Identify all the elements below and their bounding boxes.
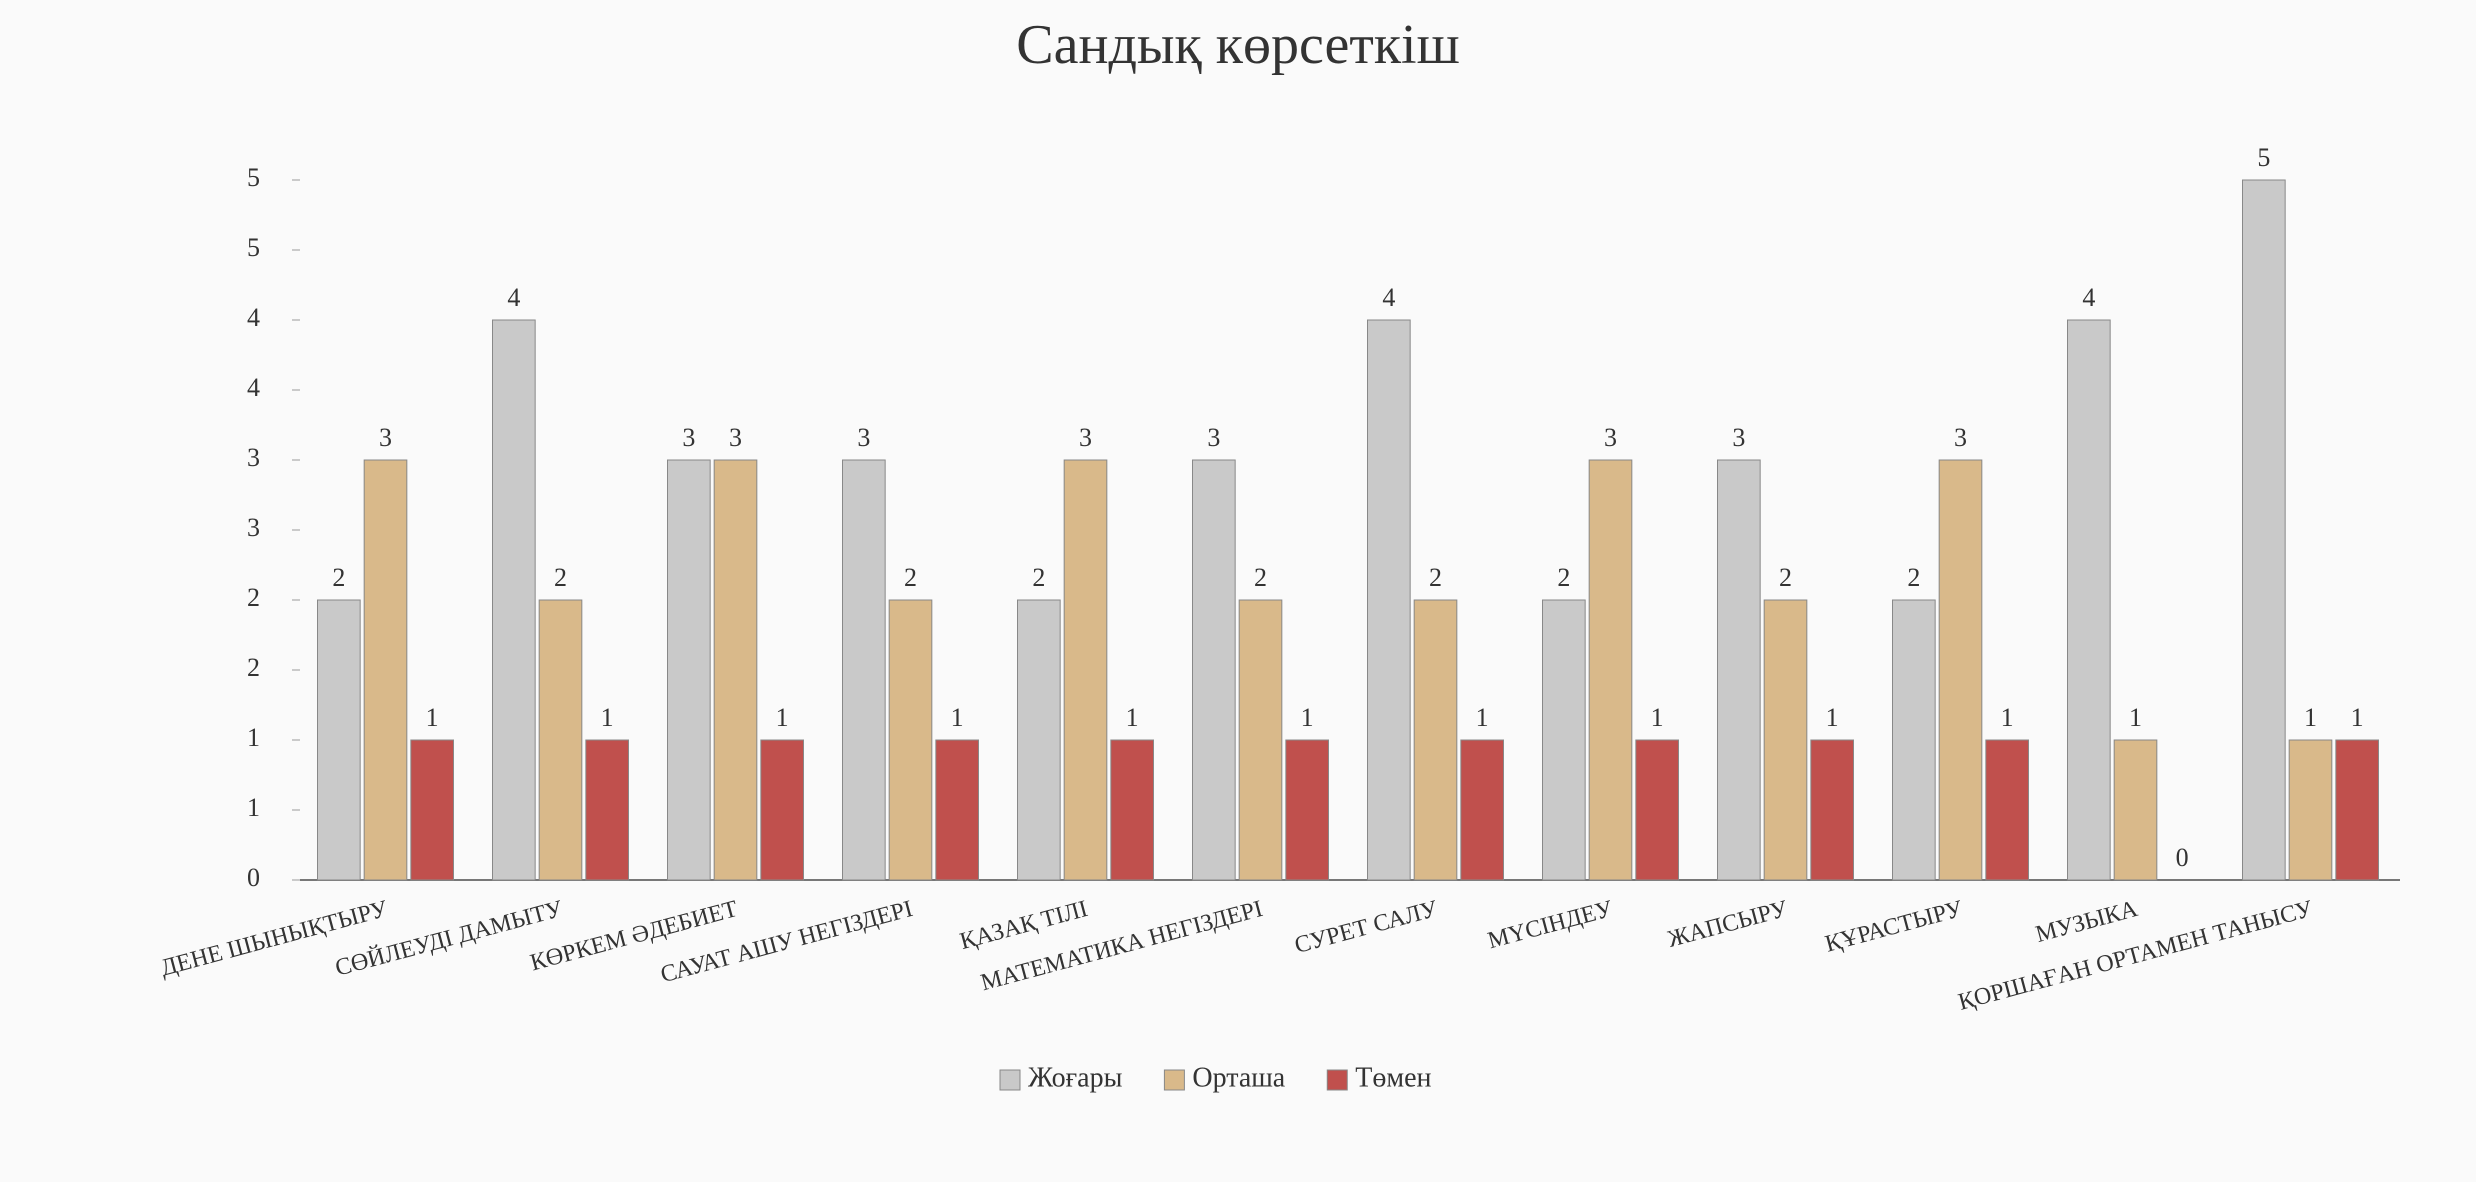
data-label: 2 [1557,563,1570,592]
y-tick-label: 4 [247,303,260,332]
bar [1811,740,1854,880]
bar [2289,740,2332,880]
data-label: 3 [379,423,392,452]
data-label: 5 [2257,143,2270,172]
bar [411,740,454,880]
bar [1986,740,2029,880]
y-tick-label: 3 [247,443,260,472]
bar [2243,180,2286,880]
data-label: 1 [2304,703,2317,732]
bar [2068,320,2111,880]
legend-swatch [1164,1070,1184,1090]
bar [1461,740,1504,880]
data-label: 1 [1476,703,1489,732]
data-label: 1 [776,703,789,732]
data-label: 2 [554,563,567,592]
x-tick-label: МАТЕМАТИКА НЕГІЗДЕРІ [978,896,1265,996]
legend-swatch [1000,1070,1020,1090]
bar [1543,600,1586,880]
bar [2336,740,2379,880]
data-label: 2 [904,563,917,592]
data-label: 3 [1207,423,1220,452]
y-tick-label: 4 [247,373,260,402]
data-label: 4 [2082,283,2095,312]
data-label: 3 [1079,423,1092,452]
bar [2114,740,2157,880]
data-label: 1 [2351,703,2364,732]
bar [1636,740,1679,880]
y-tick-label: 1 [247,723,260,752]
bar [843,460,886,880]
bar [936,740,979,880]
legend-label: Төмен [1355,1062,1431,1093]
legend-label: Жоғары [1028,1062,1123,1093]
data-label: 1 [1651,703,1664,732]
data-label: 1 [1126,703,1139,732]
data-label: 3 [857,423,870,452]
data-label: 4 [507,283,520,312]
bar [1589,460,1632,880]
data-label: 3 [1732,423,1745,452]
data-label: 1 [951,703,964,732]
data-label: 2 [1254,563,1267,592]
data-label: 1 [1301,703,1314,732]
bar [318,600,361,880]
bar [539,600,582,880]
y-tick-label: 1 [247,793,260,822]
y-tick-label: 2 [247,583,260,612]
y-tick-label: 0 [247,863,260,892]
data-label: 1 [601,703,614,732]
x-tick-label: МҮСІНДЕУ [1485,896,1615,954]
page: {"chart_data": {"type": "bar", "title": … [0,0,2476,1182]
x-tick-label: ҚҰРАСТЫРУ [1822,896,1965,958]
data-label: 1 [1826,703,1839,732]
y-tick-label: 2 [247,653,260,682]
bar [1064,460,1107,880]
data-label: 4 [1382,283,1395,312]
data-label: 1 [2001,703,2014,732]
bar [668,460,711,880]
data-label: 2 [1907,563,1920,592]
data-label: 2 [1429,563,1442,592]
bar [1893,600,1936,880]
x-tick-label: МУЗЫКА [2033,896,2141,948]
bar [1414,600,1457,880]
y-tick-label: 5 [247,163,260,192]
data-label: 3 [682,423,695,452]
chart: Сандық көрсеткіш 01122334455ДЕНЕ ШЫНЫҚТЫ… [0,0,2476,1182]
legend-label: Орташа [1192,1062,1285,1093]
bar [1368,320,1411,880]
x-tick-label: ЖАПСЫРУ [1665,896,1790,953]
bar [364,460,407,880]
bar [1193,460,1236,880]
bar [1239,600,1282,880]
legend-swatch [1327,1070,1347,1090]
bar [1718,460,1761,880]
data-label: 2 [332,563,345,592]
bar [1018,600,1061,880]
bar [1286,740,1329,880]
data-label: 2 [1032,563,1045,592]
data-label: 3 [1954,423,1967,452]
bar [493,320,536,880]
data-label: 1 [2129,703,2142,732]
data-label: 0 [2176,843,2189,872]
bar [1764,600,1807,880]
bar [889,600,932,880]
bar [586,740,629,880]
data-label: 1 [426,703,439,732]
data-label: 3 [1604,423,1617,452]
chart-title: Сандық көрсеткіш [1016,14,1459,76]
bar [761,740,804,880]
bar [1939,460,1982,880]
y-tick-label: 5 [247,233,260,262]
bar [1111,740,1154,880]
y-tick-label: 3 [247,513,260,542]
data-label: 3 [729,423,742,452]
data-label: 2 [1779,563,1792,592]
x-tick-label: СУРЕТ САЛУ [1292,896,1441,959]
bar [714,460,757,880]
